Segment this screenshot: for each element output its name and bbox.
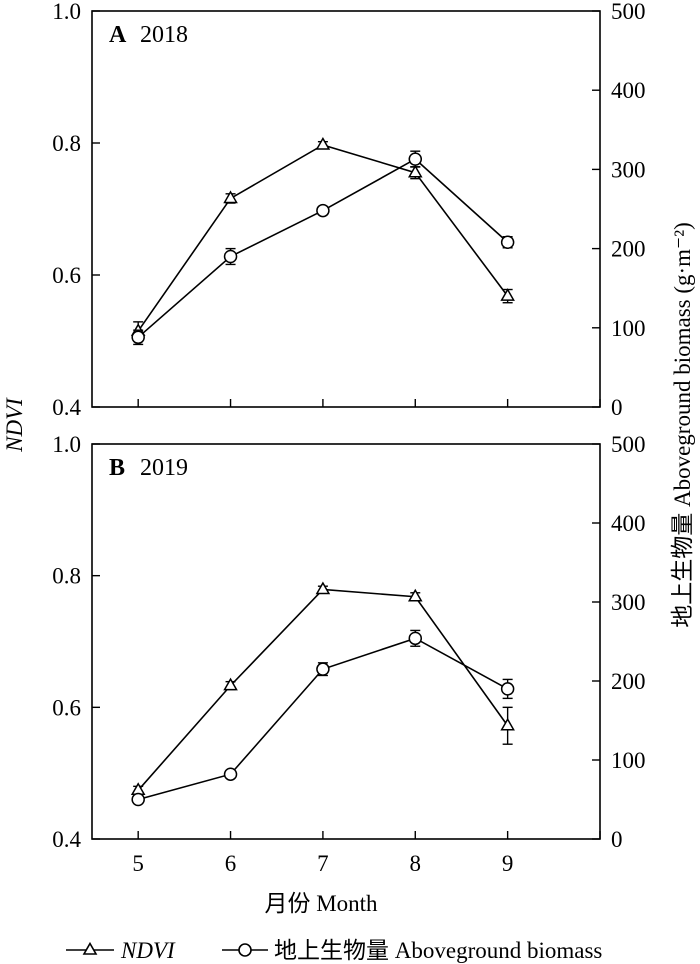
y-tick-label-right: 100 [611, 748, 646, 773]
legend-label-ndvi: NDVI [120, 938, 176, 963]
y-tick-label-left: 0.6 [52, 695, 81, 720]
marker-biomass [500, 235, 515, 250]
y-tick-label-right: 0 [611, 395, 623, 420]
y-tick-label-right: 300 [611, 157, 646, 182]
marker-biomass [316, 662, 330, 676]
marker-biomass [223, 249, 238, 264]
y-tick-label-left: 1.0 [52, 432, 81, 457]
y-tick-label-right: 300 [611, 590, 646, 615]
legend-item-ndvi: NDVI [66, 938, 176, 963]
legend-label-biomass: 地上生物量 Aboveground biomass [274, 938, 602, 963]
legend-item-biomass: 地上生物量 Aboveground biomass [222, 938, 602, 963]
marker-ndvi [500, 717, 515, 731]
marker-biomass [500, 682, 515, 696]
x-tick-label: 5 [132, 851, 144, 876]
series-ndvi [130, 581, 515, 796]
panel-a: 0.4 0.6 0.8 1.0 0 100 200 300 400 500 A 2018 [52, 0, 645, 420]
y-tick-label-right: 500 [611, 0, 646, 24]
marker-ndvi [407, 164, 423, 178]
x-tick-label: 6 [225, 851, 237, 876]
y-tick-label-right: 400 [611, 511, 646, 536]
marker-ndvi [407, 588, 423, 602]
plot-frame [91, 443, 601, 840]
marker-biomass [223, 767, 238, 781]
y-tick-label-right: 200 [611, 669, 646, 694]
marker-ndvi [315, 136, 331, 150]
series-line-biomass [137, 158, 509, 338]
x-axis-title: 月份 Month [264, 891, 378, 916]
y-tick-label-left: 1.0 [52, 0, 81, 24]
panel-b: 5 6 7 8 9 0.4 0.6 0.8 1.0 0 100 200 300 400 500 B 2019 [52, 432, 645, 876]
y-tick-label-right: 200 [611, 237, 646, 262]
marker-biomass [131, 330, 145, 345]
marker-ndvi [500, 288, 515, 301]
series-biomass [131, 629, 515, 807]
marker-ndvi [223, 190, 238, 204]
legend-marker-biomass [238, 943, 252, 957]
y-axis-title-right: 地上生物量 Aboveground biomass (g·m⁻²) [670, 222, 695, 628]
y-tick-label-right: 0 [611, 827, 623, 852]
series-biomass [131, 150, 515, 346]
y-tick-label-left: 0.6 [52, 263, 81, 288]
x-tick-label: 9 [502, 851, 514, 876]
panel-year: 2019 [140, 455, 188, 481]
series-line-ndvi [137, 588, 509, 791]
y-axis-title-left: NDVI [2, 397, 27, 453]
marker-biomass [131, 792, 145, 807]
series-line-ndvi [137, 144, 509, 332]
panel-year: 2018 [140, 22, 188, 48]
marker-ndvi [315, 581, 331, 595]
marker-biomass [408, 152, 423, 166]
marker-ndvi [223, 677, 238, 691]
y-tick-label-left: 0.4 [52, 827, 81, 852]
plot-frame [91, 10, 601, 408]
x-tick-label: 8 [410, 851, 422, 876]
panel-label: A [109, 22, 127, 48]
y-tick-label-right: 400 [611, 78, 646, 103]
legend-marker-ndvi [82, 941, 98, 955]
y-tick-label-right: 100 [611, 316, 646, 341]
legend: NDVI 地上生物量 Aboveground biomass [66, 938, 602, 963]
y-tick-label-left: 0.8 [52, 564, 81, 589]
x-tick-label: 7 [317, 851, 329, 876]
y-tick-label-left: 0.8 [52, 131, 81, 156]
y-tick-label-right: 500 [611, 432, 646, 457]
series-ndvi [130, 136, 515, 342]
marker-biomass [408, 631, 423, 646]
panel-label: B [109, 455, 125, 481]
y-tick-label-left: 0.4 [52, 395, 81, 420]
marker-biomass [316, 203, 330, 218]
